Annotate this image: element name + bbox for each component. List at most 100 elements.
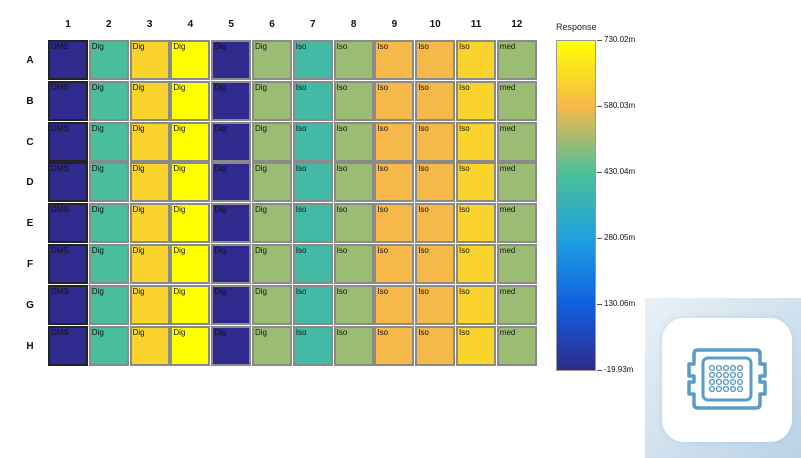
plate-well[interactable]: Dig (252, 40, 292, 80)
plate-well[interactable]: Iso (456, 203, 496, 244)
plate-well[interactable]: Iso (292, 80, 333, 121)
plate-well[interactable]: Dig (252, 203, 292, 244)
plate-well[interactable]: Iso (292, 121, 333, 162)
plate-well[interactable]: Dig (211, 203, 252, 244)
plate-well[interactable]: Dig (88, 121, 129, 162)
plate-well[interactable]: Iso (456, 121, 496, 162)
well-label: Iso (459, 82, 470, 92)
plate-well[interactable]: Iso (333, 325, 374, 366)
plate-well[interactable]: Iso (333, 284, 374, 325)
plate-well[interactable]: med (496, 121, 537, 162)
plate-well[interactable]: Iso (415, 284, 456, 325)
plate-well[interactable]: Iso (374, 121, 415, 162)
plate-well[interactable]: Iso (333, 244, 374, 284)
plate-well[interactable]: Iso (415, 162, 456, 203)
plate-well[interactable]: Dig (88, 80, 129, 121)
plate-well[interactable]: Iso (374, 203, 415, 244)
plate-well[interactable]: Dig (211, 40, 252, 80)
well-label: Iso (418, 82, 429, 92)
plate-well[interactable]: Dig (252, 80, 292, 121)
plate-well[interactable]: Iso (456, 40, 496, 80)
plate-well[interactable]: Iso (415, 244, 456, 284)
plate-well[interactable]: Dig (170, 325, 211, 366)
plate-well[interactable]: Iso (415, 40, 456, 80)
plate-well[interactable]: Dig (88, 162, 129, 203)
plate-well[interactable]: DMS (48, 284, 88, 325)
plate-well[interactable]: DMS (48, 80, 88, 121)
plate-well[interactable]: Iso (374, 40, 415, 80)
plate-well[interactable]: Iso (292, 40, 333, 80)
plate-well[interactable]: med (496, 40, 537, 80)
plate-well[interactable]: Iso (292, 325, 333, 366)
plate-well[interactable]: Iso (456, 284, 496, 325)
plate-well[interactable]: Dig (170, 284, 211, 325)
plate-well[interactable]: Iso (456, 162, 496, 203)
plate-well[interactable]: Dig (170, 40, 211, 80)
plate-well[interactable]: Dig (252, 325, 292, 366)
plate-well[interactable]: Iso (374, 284, 415, 325)
plate-well[interactable]: Dig (252, 284, 292, 325)
plate-well[interactable]: Dig (129, 284, 170, 325)
plate-well[interactable]: med (496, 284, 537, 325)
plate-well[interactable]: Iso (292, 284, 333, 325)
plate-well[interactable]: Dig (170, 203, 211, 244)
column-label: 3 (146, 19, 153, 30)
plate-well[interactable]: Dig (129, 203, 170, 244)
plate-well[interactable]: Iso (415, 80, 456, 121)
plate-well[interactable]: Iso (374, 80, 415, 121)
plate-well[interactable]: Dig (129, 325, 170, 366)
plate-well[interactable]: Dig (211, 162, 252, 203)
plate-well[interactable]: Dig (129, 121, 170, 162)
plate-well[interactable]: Dig (170, 80, 211, 121)
plate-well[interactable]: Dig (211, 244, 252, 284)
plate-well[interactable]: med (496, 325, 537, 366)
plate-well[interactable]: DMS (48, 325, 88, 366)
plate-well[interactable]: Dig (170, 162, 211, 203)
plate-well[interactable]: med (496, 80, 537, 121)
plate-well[interactable]: Iso (333, 40, 374, 80)
plate-well[interactable]: Dig (129, 80, 170, 121)
plate-well[interactable]: Iso (456, 325, 496, 366)
well-label: DMS (51, 286, 69, 296)
plate-well[interactable]: Iso (456, 80, 496, 121)
plate-well[interactable]: Dig (88, 40, 129, 80)
plate-well[interactable]: Dig (129, 244, 170, 284)
plate-well[interactable]: Dig (170, 121, 211, 162)
plate-well[interactable]: DMS (48, 244, 88, 284)
plate-well[interactable]: Dig (129, 40, 170, 80)
plate-well[interactable]: med (496, 244, 537, 284)
plate-well[interactable]: Dig (88, 203, 129, 244)
plate-well[interactable]: Iso (292, 203, 333, 244)
plate-well[interactable]: Iso (374, 244, 415, 284)
plate-well[interactable]: DMS (48, 203, 88, 244)
plate-well[interactable]: med (496, 162, 537, 203)
plate-well[interactable]: Dig (211, 80, 252, 121)
plate-well[interactable]: Iso (374, 162, 415, 203)
plate-well[interactable]: Dig (129, 162, 170, 203)
plate-well[interactable]: Iso (415, 325, 456, 366)
plate-well[interactable]: Iso (333, 203, 374, 244)
plate-well[interactable]: Iso (292, 162, 333, 203)
plate-well[interactable]: Iso (292, 244, 333, 284)
plate-well[interactable]: Iso (333, 162, 374, 203)
plate-well[interactable]: DMS (48, 121, 88, 162)
plate-well[interactable]: Dig (88, 284, 129, 325)
plate-well[interactable]: Dig (211, 325, 252, 366)
plate-well[interactable]: Dig (252, 244, 292, 284)
plate-well[interactable]: Iso (333, 121, 374, 162)
plate-well[interactable]: Dig (211, 284, 252, 325)
plate-well[interactable]: Dig (252, 121, 292, 162)
plate-well[interactable]: Iso (456, 244, 496, 284)
plate-well[interactable]: Iso (374, 325, 415, 366)
plate-well[interactable]: med (496, 203, 537, 244)
plate-well[interactable]: Dig (252, 162, 292, 203)
plate-well[interactable]: Dig (211, 121, 252, 162)
plate-well[interactable]: Dig (170, 244, 211, 284)
plate-well[interactable]: DMS (48, 40, 88, 80)
plate-well[interactable]: DMS (48, 162, 88, 203)
plate-well[interactable]: Dig (88, 244, 129, 284)
plate-well[interactable]: Iso (415, 121, 456, 162)
plate-well[interactable]: Iso (333, 80, 374, 121)
plate-well[interactable]: Dig (88, 325, 129, 366)
plate-well[interactable]: Iso (415, 203, 456, 244)
